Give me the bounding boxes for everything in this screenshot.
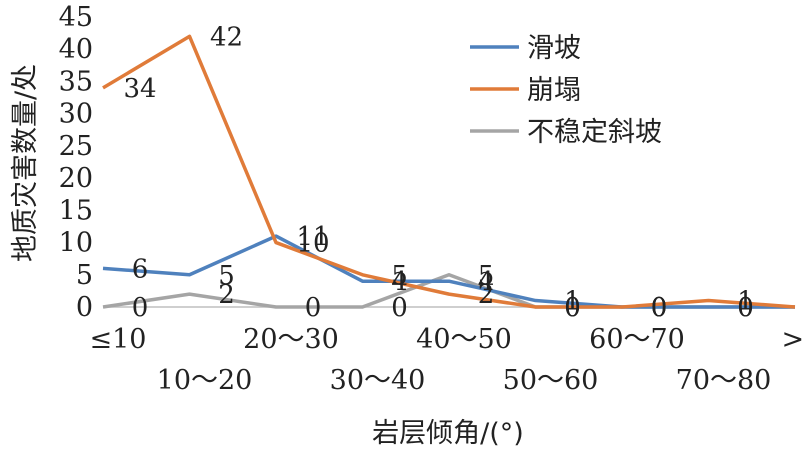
data-label: 5 bbox=[391, 261, 408, 291]
legend-label: 不稳定斜坡 bbox=[527, 117, 662, 148]
data-label: 10 bbox=[296, 229, 329, 259]
data-label: 4 bbox=[478, 267, 495, 297]
data-label: 0 bbox=[132, 293, 149, 323]
data-label: 6 bbox=[132, 254, 149, 284]
data-label: 0 bbox=[564, 293, 581, 323]
data-label: 0 bbox=[564, 293, 581, 323]
y-tick-label: 25 bbox=[59, 131, 93, 162]
y-tick-label: 10 bbox=[59, 228, 93, 259]
x-tick-label: 20～30 bbox=[243, 324, 339, 355]
data-label: 34 bbox=[123, 74, 156, 104]
data-label: 1 bbox=[564, 287, 581, 317]
data-label: 0 bbox=[651, 293, 668, 323]
y-tick-label: 15 bbox=[59, 195, 93, 226]
legend-label: 崩塌 bbox=[527, 75, 581, 106]
data-label: 5 bbox=[218, 261, 235, 291]
y-tick-label: 40 bbox=[59, 34, 93, 65]
x-axis-ticks: ≤10 10～20 20～30 30～40 40～50 50～60 60～70 70～80 >8… bbox=[90, 324, 803, 396]
series-line-0 bbox=[102, 234, 795, 309]
x-tick-label: 70～80 bbox=[676, 365, 772, 396]
data-label: 42 bbox=[210, 22, 243, 52]
y-axis-title: 地质灾害数量/处 bbox=[10, 64, 41, 262]
x-tick-label: 60～70 bbox=[589, 324, 685, 355]
data-label: 0 bbox=[305, 293, 322, 323]
x-tick-label: ≤10 bbox=[90, 324, 147, 355]
y-tick-label: 20 bbox=[59, 163, 93, 194]
data-label: 11 bbox=[296, 222, 329, 252]
y-tick-label: 0 bbox=[76, 292, 93, 323]
x-tick-label: 10～20 bbox=[157, 365, 253, 396]
x-axis-title: 岩层倾角/(°) bbox=[372, 418, 524, 449]
y-tick-label: 5 bbox=[76, 260, 93, 291]
data-labels: 6511441000344210520010020050000 bbox=[123, 22, 754, 323]
x-tick-label: 50～60 bbox=[503, 365, 599, 396]
x-tick-label: 40～50 bbox=[416, 324, 512, 355]
data-label: 2 bbox=[218, 280, 235, 310]
y-tick-label: 30 bbox=[59, 99, 93, 130]
legend-label: 滑坡 bbox=[527, 33, 581, 64]
data-label: 0 bbox=[391, 293, 408, 323]
y-tick-label: 35 bbox=[59, 66, 93, 97]
data-label: 0 bbox=[737, 293, 754, 323]
data-label: 2 bbox=[478, 280, 495, 310]
series-line-1 bbox=[102, 34, 796, 309]
data-label: 0 bbox=[737, 293, 754, 323]
x-tick-label: 30～40 bbox=[330, 365, 426, 396]
data-label: 5 bbox=[478, 261, 495, 291]
y-tick-label: 45 bbox=[59, 2, 93, 33]
x-tick-label: >80 bbox=[782, 324, 803, 355]
data-label: 0 bbox=[651, 293, 668, 323]
data-label: 1 bbox=[737, 287, 754, 317]
data-label: 4 bbox=[391, 267, 408, 297]
series-lines bbox=[102, 34, 796, 309]
data-label: 0 bbox=[651, 293, 668, 323]
